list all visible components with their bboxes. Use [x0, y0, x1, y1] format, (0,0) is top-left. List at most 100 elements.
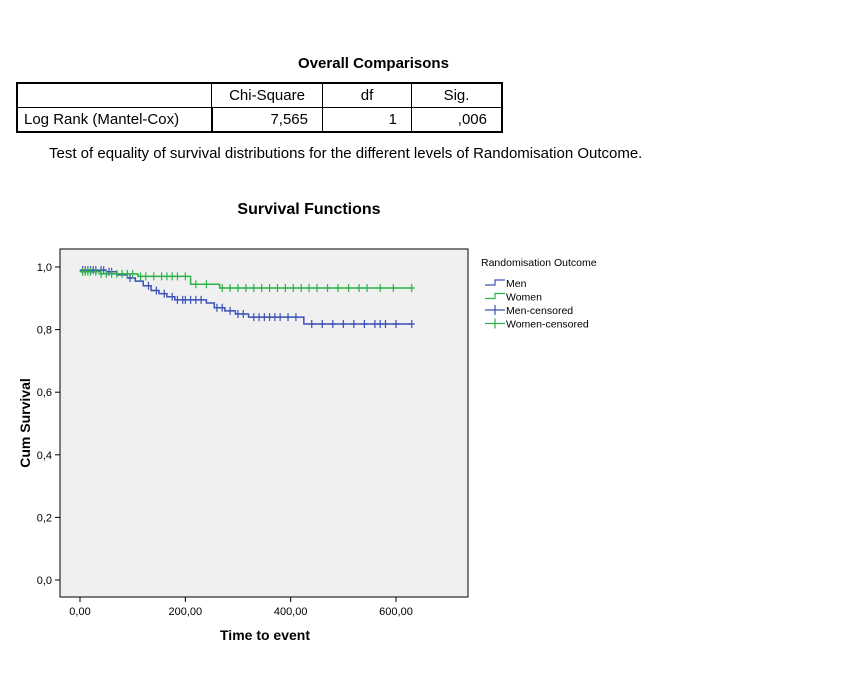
- women-censored-mark: [227, 283, 234, 292]
- y-tick-label: 0,6: [37, 387, 52, 399]
- women-censored-mark: [174, 272, 181, 281]
- women-censored-mark: [274, 283, 281, 292]
- women-censored-mark: [390, 283, 397, 292]
- df-value: 1: [322, 107, 412, 133]
- women-censored-mark: [235, 283, 241, 292]
- women-censored-mark: [364, 283, 371, 292]
- men-censored-mark: [329, 319, 336, 328]
- men-censored-mark: [250, 313, 257, 322]
- women-censored-mark: [356, 283, 363, 292]
- women-censored-mark: [258, 283, 265, 292]
- men-censored-mark: [382, 319, 389, 328]
- men-censored-mark: [169, 292, 176, 301]
- men-censored-mark: [277, 313, 284, 322]
- women-censored-mark: [306, 283, 313, 292]
- chart-title: Survival Functions: [237, 201, 381, 218]
- women-censored-mark: [129, 269, 136, 278]
- table-title: Overall Comparisons: [298, 55, 449, 72]
- legend-entry: Men-censored: [506, 305, 573, 317]
- table-row: Log Rank (Mantel-Cox) 7,565 1 ,006: [16, 107, 503, 133]
- x-tick-label: 200,00: [169, 606, 203, 618]
- women-censored-mark: [242, 283, 249, 292]
- men-censored-mark: [271, 313, 278, 322]
- y-axis-label: Cum Survival: [17, 378, 33, 467]
- y-tick-label: 0,0: [37, 575, 52, 587]
- men-censored-mark: [240, 309, 247, 318]
- x-tick-label: 600,00: [379, 606, 413, 618]
- women-censored-mark: [108, 269, 115, 278]
- legend-entry: Women-censored: [506, 319, 589, 331]
- men-censored-mark: [266, 313, 273, 322]
- men-censored-mark: [371, 319, 378, 328]
- sig-value: ,006: [411, 107, 503, 133]
- men-censored-mark: [393, 319, 399, 328]
- y-tick-label: 0,4: [37, 450, 52, 462]
- men-censored-mark: [285, 313, 292, 322]
- men-censored-mark: [187, 295, 194, 304]
- women-censored-mark: [119, 269, 126, 278]
- women-censored-mark: [124, 269, 131, 278]
- women-censored-mark: [142, 272, 149, 281]
- legend-step-icon: [485, 292, 505, 300]
- men-censored-mark: [227, 306, 234, 315]
- men-censored-mark: [261, 313, 268, 322]
- men-censored-mark: [361, 319, 368, 328]
- men-censored-mark: [198, 295, 205, 304]
- women-censored-mark: [92, 267, 99, 276]
- men-censored-mark: [192, 295, 199, 304]
- women-censored-mark: [282, 283, 289, 292]
- x-tick-label: 0,00: [69, 606, 90, 618]
- women-censored-mark: [335, 283, 342, 292]
- header-df: df: [322, 82, 412, 108]
- women-censored-mark: [137, 272, 144, 281]
- men-censored-mark: [213, 303, 220, 312]
- men-censored-mark: [127, 273, 134, 282]
- men-censored-mark: [100, 266, 107, 275]
- y-tick-label: 0,2: [37, 512, 52, 524]
- men-censored-mark: [182, 295, 189, 304]
- women-censored-mark: [345, 283, 352, 292]
- women-censored-mark: [408, 283, 415, 292]
- header-chi-square: Chi-Square: [211, 82, 323, 108]
- row-label: Log Rank (Mantel-Cox): [16, 107, 213, 133]
- men-censored-mark: [408, 319, 415, 328]
- women-censored-mark: [87, 267, 94, 276]
- legend-title: Randomisation Outcome: [481, 257, 597, 269]
- women-censored-mark: [314, 283, 320, 292]
- men-censored-mark: [174, 295, 181, 304]
- men-censored-mark: [292, 313, 299, 322]
- women-censored-mark: [203, 280, 210, 289]
- women-censored-mark: [377, 283, 384, 292]
- overall-comparisons-table: Chi-Square df Sig. Log Rank (Mantel-Cox)…: [16, 82, 503, 133]
- y-tick-label: 1,0: [37, 262, 52, 274]
- men-censored-mark: [161, 289, 168, 298]
- table-header-row: Chi-Square df Sig.: [16, 82, 503, 108]
- legend-entry: Women: [506, 292, 542, 304]
- women-censored-mark: [158, 272, 165, 281]
- men-censored-mark: [256, 313, 263, 322]
- women-censored-mark: [324, 283, 331, 292]
- men-censored-mark: [350, 319, 357, 328]
- legend-entry: Men: [506, 278, 527, 290]
- table-footnote: Test of equality of survival distributio…: [49, 145, 643, 162]
- women-censored-mark: [163, 272, 170, 281]
- women-censored-mark: [298, 283, 305, 292]
- men-censored-mark: [145, 281, 152, 290]
- chi-square-value: 7,565: [211, 107, 323, 133]
- men-censored-mark: [219, 303, 226, 312]
- legend-step-icon: [485, 279, 505, 286]
- men-censored-mark: [377, 319, 384, 328]
- women-censored-mark: [192, 280, 199, 289]
- x-axis-label: Time to event: [220, 627, 310, 643]
- men-censored-mark: [340, 319, 347, 328]
- y-tick-label: 0,8: [37, 325, 52, 337]
- x-tick-label: 400,00: [274, 606, 308, 618]
- women-censored-mark: [182, 272, 189, 281]
- men-censored-mark: [308, 319, 315, 328]
- men-censored-mark: [235, 309, 241, 318]
- women-censored-mark: [103, 269, 110, 278]
- header-sig: Sig.: [411, 82, 503, 108]
- women-censored-mark: [266, 283, 273, 292]
- women-censored-mark: [113, 269, 120, 278]
